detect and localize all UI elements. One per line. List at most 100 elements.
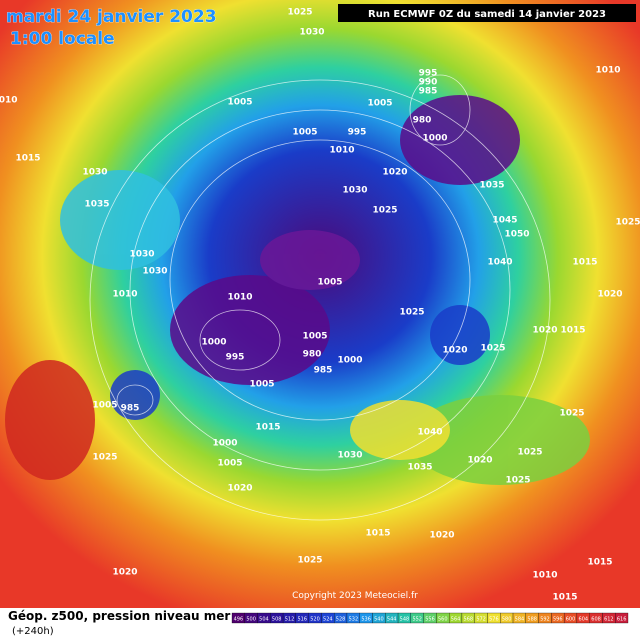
isobar-label: 985 (419, 87, 438, 97)
scale-label: 560 (438, 617, 448, 623)
isobar-label: 1010 (112, 290, 137, 300)
isobar-label: 995 (348, 128, 367, 138)
scale-label: 600 (566, 617, 576, 623)
scale-label: 592 (540, 617, 550, 623)
isobar-label: 1015 (572, 258, 597, 268)
isobar-label: 990 (419, 78, 438, 88)
isobar-label: 1045 (492, 216, 517, 226)
scale-label: 564 (451, 617, 461, 623)
isobar-label: 1035 (407, 463, 432, 473)
scale-label: 556 (425, 617, 435, 623)
scale-label: 516 (297, 617, 307, 623)
isobar-label: 1025 (517, 448, 542, 458)
scale-label: 584 (515, 617, 525, 623)
scale-label: 528 (336, 617, 346, 623)
scale-label: 496 (234, 617, 244, 623)
isobar-label: 1015 (560, 326, 585, 336)
isobar-label: 1025 (372, 206, 397, 216)
isobar-label: 1005 (249, 380, 274, 390)
field-blobs (5, 95, 590, 485)
isobar-label: 1025 (480, 344, 505, 354)
footer-title: Géop. z500, pression niveau mer (8, 609, 230, 623)
footer-lead: (+240h) (12, 626, 54, 637)
run-box (338, 4, 636, 22)
scale-label: 568 (464, 617, 474, 623)
run-info: Run ECMWF 0Z du samedi 14 janvier 2023 (368, 9, 606, 20)
scale-label: 504 (259, 617, 269, 623)
isobar-label: 1015 (15, 154, 40, 164)
isobar-label: 1040 (417, 428, 442, 438)
scale-label: 508 (272, 617, 282, 623)
scale-label: 500 (246, 617, 256, 623)
isobar-label: 1025 (92, 453, 117, 463)
isobar-label: 1000 (212, 439, 237, 449)
scale-label: 612 (604, 617, 614, 623)
copyright: Copyright 2023 Meteociel.fr (292, 591, 418, 601)
scale-label: 548 (400, 617, 410, 623)
forecast-time: 1:00 locale (10, 29, 115, 49)
isobar-label: 995 (419, 69, 438, 79)
isobar-label: 1025 (615, 218, 640, 228)
isobar-label: 1020 (467, 456, 492, 466)
scale-label: 588 (527, 617, 537, 623)
isobar-label: 1035 (479, 181, 504, 191)
isobar-label: 1015 (552, 593, 577, 603)
isobar-label: 1030 (142, 267, 167, 277)
isobar-label: 985 (121, 404, 140, 414)
scale-label: 596 (553, 617, 563, 623)
scale-label: 524 (323, 617, 333, 623)
forecast-date: mardi 24 janvier 2023 (6, 7, 217, 27)
isobar-label: 1015 (365, 529, 390, 539)
isobar-label: 995 (226, 353, 245, 363)
scale-label: 604 (579, 617, 589, 623)
isobar-label: 1010 (595, 66, 620, 76)
isobar-label: 1020 (442, 346, 467, 356)
scale-label: 572 (476, 617, 486, 623)
scale-label: 536 (361, 617, 371, 623)
scale-label: 608 (591, 617, 601, 623)
scale-label: 532 (349, 617, 359, 623)
isobar-label: 1005 (292, 128, 317, 138)
scale-label: 520 (310, 617, 320, 623)
scale-label: 552 (412, 617, 422, 623)
isobar-label: 1025 (297, 556, 322, 566)
isobar-label: 1035 (84, 200, 109, 210)
isobar-label: 1010 (329, 146, 354, 156)
scale-label: 616 (617, 617, 627, 623)
isobar-label: 1040 (487, 258, 512, 268)
scale-label: 512 (285, 617, 295, 623)
isobar-label: 1020 (112, 568, 137, 578)
isobar-label: 1030 (129, 250, 154, 260)
isobar-label: 1005 (227, 98, 252, 108)
isobars (89, 74, 551, 521)
scale-label: 580 (502, 617, 512, 623)
scale-label: 544 (387, 617, 397, 623)
isobar-label: 1000 (201, 338, 226, 348)
isobar-label: 1000 (337, 356, 362, 366)
scale-label: 576 (489, 617, 499, 623)
isobar-label: 1030 (299, 28, 324, 38)
isobar-label: 1000 (422, 134, 447, 144)
isobar-label: 1010 (227, 293, 252, 303)
isobar-label: 1005 (217, 459, 242, 469)
isobar-label: 980 (413, 116, 432, 126)
isobar-label: 1020 (382, 168, 407, 178)
isobar-label: 1020 (597, 290, 622, 300)
isobar-label: 1005 (367, 99, 392, 109)
isobar-label: 1015 (587, 558, 612, 568)
isobar-label: 1020 (429, 531, 454, 541)
isobar-label: 985 (314, 366, 333, 376)
isobar-label: 1025 (505, 476, 530, 486)
isobar-label: 1020 (532, 326, 557, 336)
isobar-label: 1010 (0, 96, 18, 106)
isobar-label: 980 (303, 350, 322, 360)
isobar-label: 1025 (399, 308, 424, 318)
isobar-label: 1050 (504, 230, 529, 240)
scale-swatch (615, 612, 629, 624)
isobar-label: 1005 (302, 332, 327, 342)
isobar-label: 1030 (82, 168, 107, 178)
isobar-label: 1015 (255, 423, 280, 433)
isobar-label: 1030 (337, 451, 362, 461)
